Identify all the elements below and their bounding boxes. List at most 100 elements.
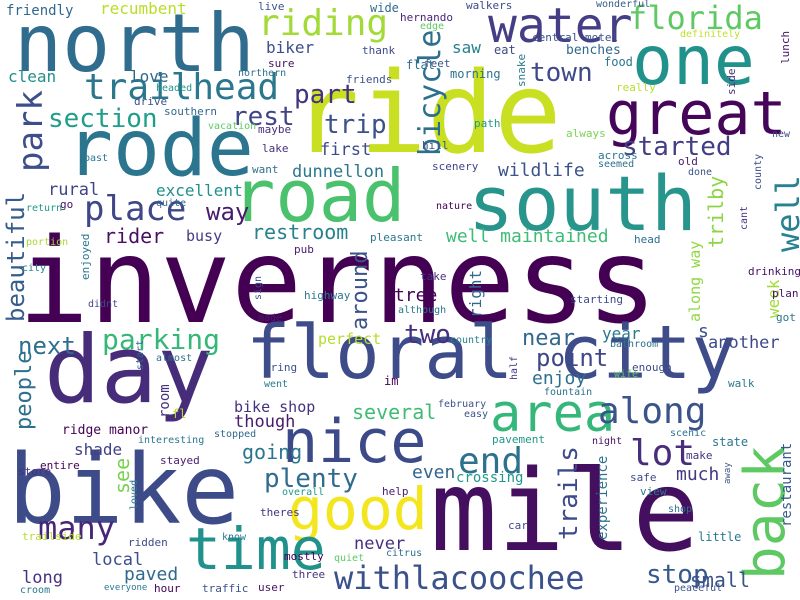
- word-live: live: [258, 0, 285, 13]
- word-sign: sign: [253, 275, 264, 300]
- word-drinking: drinking: [748, 265, 800, 278]
- word-although: although: [398, 305, 447, 316]
- word-trailside: trailside: [22, 530, 82, 543]
- word-stopped: stopped: [214, 429, 257, 440]
- word-help: help: [382, 485, 409, 498]
- word-state: state: [712, 435, 749, 449]
- word-one: one: [632, 22, 755, 101]
- word-country: country: [450, 335, 493, 346]
- word-way: way: [206, 198, 250, 226]
- word-bathroom: bathroom: [610, 339, 659, 350]
- word-dunnellon: dunnellon: [292, 162, 385, 182]
- word-trip: trip: [324, 110, 387, 140]
- word-portion: portion: [26, 237, 69, 248]
- word-february: february: [438, 399, 487, 410]
- word-past: past: [84, 153, 109, 164]
- word-rider: rider: [104, 224, 165, 248]
- word-almost: almost: [156, 353, 193, 364]
- word-plan: plan: [772, 287, 799, 300]
- word-new: new: [772, 129, 791, 140]
- word-paved: paved: [124, 564, 179, 585]
- word-water: water: [488, 0, 633, 54]
- word-traffic: traffic: [202, 582, 249, 595]
- word-day: day: [44, 316, 214, 425]
- word-going: going: [242, 440, 303, 464]
- word-definitely: definitely: [680, 29, 741, 40]
- word-floral-city: floral city: [246, 310, 737, 396]
- word-love: love: [130, 67, 169, 86]
- word-side: side: [725, 68, 738, 96]
- word-seemed: seemed: [598, 159, 635, 170]
- word-many: many: [38, 509, 116, 547]
- word-edge: edge: [420, 21, 445, 32]
- word-hill: hill: [422, 139, 449, 152]
- word-hour: hour: [154, 582, 181, 595]
- word-really: really: [616, 81, 656, 94]
- word-always: always: [566, 127, 606, 140]
- word-bicycle: bicycle: [413, 29, 448, 156]
- word-rural: rural: [48, 180, 100, 200]
- word-citrus: citrus: [386, 548, 423, 559]
- word-wildlife: wildlife: [498, 160, 585, 181]
- word-south: south: [468, 159, 697, 248]
- word-pub: pub: [294, 243, 314, 256]
- word-inverness: inverness: [18, 212, 658, 350]
- word-feet: feet: [424, 57, 451, 70]
- word-county: county: [753, 153, 764, 190]
- word-withlacoochee: withlacoochee: [334, 559, 585, 597]
- word-even: even: [412, 462, 456, 483]
- word-nice: nice: [282, 407, 427, 477]
- word-tree: tree: [394, 285, 438, 306]
- word-wonderful: wonderful: [596, 0, 651, 10]
- word-time: time: [186, 515, 326, 583]
- word-end: end: [458, 441, 524, 482]
- word-mostly: mostly: [284, 550, 324, 563]
- word-shop: shop: [668, 504, 693, 515]
- word-little: little: [698, 530, 742, 544]
- word-park: park: [11, 90, 51, 172]
- word-mile: mile: [430, 447, 700, 577]
- word-southern: southern: [164, 105, 217, 118]
- word-city: city: [22, 263, 47, 274]
- word-experience: experience: [595, 455, 611, 540]
- word-recumbent: recumbent: [100, 0, 187, 18]
- word-around: around: [348, 250, 373, 330]
- word-loved: loved: [129, 479, 140, 510]
- word-done: done: [688, 167, 713, 178]
- word-section: section: [48, 104, 158, 134]
- word-highway: highway: [304, 289, 351, 302]
- word-easy: easy: [464, 409, 489, 420]
- word-area: area: [490, 384, 616, 444]
- word-wife: wife: [614, 369, 639, 380]
- word-know: know: [222, 532, 247, 543]
- word-got: got: [776, 311, 796, 324]
- word-fl: fl: [172, 407, 187, 421]
- word-away: away: [723, 462, 733, 484]
- word-quite: quite: [156, 198, 187, 209]
- word-florida: florida: [628, 0, 763, 37]
- word-enough: enough: [632, 361, 672, 374]
- word-bike: bike: [8, 434, 240, 546]
- word-small: small: [689, 568, 750, 592]
- word-much: much: [676, 464, 720, 485]
- word-old: old: [678, 155, 698, 168]
- word-bring: bring: [264, 361, 298, 374]
- word-along-way: along way: [686, 240, 704, 322]
- word-didnt: didnt: [88, 299, 119, 310]
- word-food: food: [604, 55, 633, 69]
- word-crossing: crossing: [456, 470, 524, 486]
- word-great: great: [606, 79, 787, 149]
- word-another: another: [708, 333, 780, 353]
- word-central-motel: central motel: [532, 31, 619, 44]
- word-place: place: [84, 189, 187, 229]
- word-thank: thank: [362, 44, 396, 57]
- word-ride: ride: [292, 49, 562, 179]
- word-shade: shade: [74, 440, 123, 459]
- word-first: first: [320, 140, 372, 160]
- word-starting: starting: [570, 293, 623, 306]
- word-trailhead: trailhead: [84, 67, 280, 108]
- word-beautiful: beautiful: [2, 191, 30, 322]
- word-take: take: [420, 270, 447, 283]
- word-hernando: hernando: [400, 11, 453, 24]
- word-northern: northern: [238, 68, 287, 79]
